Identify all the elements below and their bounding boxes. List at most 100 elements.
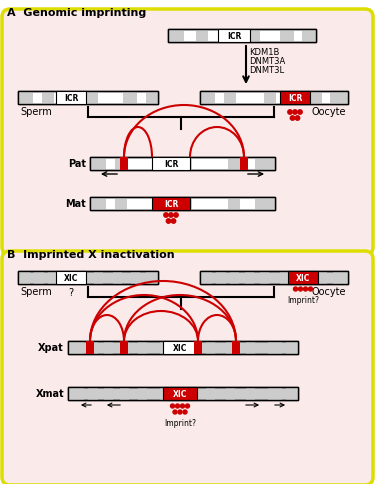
Bar <box>333 272 348 285</box>
Bar <box>206 341 215 354</box>
Text: A  Genomic imprinting: A Genomic imprinting <box>7 8 146 18</box>
Bar <box>264 92 276 105</box>
Bar <box>288 272 318 285</box>
Bar <box>163 341 197 354</box>
Bar <box>200 92 348 105</box>
Text: XIC: XIC <box>173 343 187 352</box>
Bar <box>286 341 298 354</box>
Text: Pat: Pat <box>68 159 86 169</box>
Bar <box>68 341 298 354</box>
Circle shape <box>164 213 168 218</box>
Bar <box>280 272 289 285</box>
Bar <box>200 272 348 285</box>
Bar <box>88 341 98 354</box>
Circle shape <box>303 287 307 291</box>
Text: Xmat: Xmat <box>35 389 64 399</box>
Bar <box>230 272 239 285</box>
Bar <box>300 272 309 285</box>
Bar <box>200 272 212 285</box>
Circle shape <box>290 117 295 121</box>
Bar <box>330 92 348 105</box>
Bar <box>168 30 316 43</box>
Circle shape <box>173 410 177 414</box>
Bar <box>90 197 275 211</box>
Circle shape <box>178 410 182 414</box>
Bar <box>90 158 275 171</box>
Text: DNMT3A: DNMT3A <box>249 57 285 66</box>
Bar <box>115 197 127 211</box>
Bar <box>78 272 87 285</box>
Circle shape <box>298 287 303 291</box>
Circle shape <box>176 404 180 408</box>
Bar <box>138 341 147 354</box>
Bar <box>228 197 240 211</box>
Bar <box>94 272 103 285</box>
Circle shape <box>186 404 189 408</box>
Bar <box>246 387 255 400</box>
Text: ICR: ICR <box>164 199 178 209</box>
Text: B  Imprinted X inactivation: B Imprinted X inactivation <box>7 249 175 259</box>
Bar <box>152 197 190 211</box>
Bar <box>86 92 98 105</box>
Bar <box>18 92 158 105</box>
Circle shape <box>294 287 297 291</box>
Bar <box>226 341 235 354</box>
Bar <box>268 341 282 354</box>
Bar <box>56 92 86 105</box>
Bar <box>131 272 140 285</box>
Bar <box>42 92 54 105</box>
Bar <box>228 158 240 171</box>
Bar <box>268 387 282 400</box>
Bar <box>160 387 169 400</box>
Bar <box>218 30 250 43</box>
Bar <box>200 92 348 105</box>
Bar <box>224 92 236 105</box>
Bar <box>180 158 192 171</box>
Bar <box>68 387 298 400</box>
Text: DNMT3L: DNMT3L <box>249 66 284 75</box>
Text: Sperm: Sperm <box>20 107 52 117</box>
Bar <box>138 387 147 400</box>
Text: ICR: ICR <box>227 32 241 41</box>
Bar <box>280 92 310 105</box>
Bar <box>48 272 57 285</box>
Bar <box>120 387 129 400</box>
Bar <box>232 341 240 354</box>
Bar <box>34 272 44 285</box>
Bar <box>113 272 122 285</box>
Bar <box>120 341 129 354</box>
Bar <box>90 158 106 171</box>
Bar <box>194 341 202 354</box>
Bar <box>196 30 208 43</box>
Text: KDM1B: KDM1B <box>249 48 279 57</box>
Bar <box>68 387 84 400</box>
Bar <box>260 272 269 285</box>
Text: ?: ? <box>68 287 74 297</box>
Bar <box>104 341 113 354</box>
Bar <box>246 341 255 354</box>
Text: Xpat: Xpat <box>38 343 64 353</box>
Bar <box>286 387 298 400</box>
Bar <box>250 30 260 43</box>
Bar <box>318 272 327 285</box>
Bar <box>183 341 192 354</box>
FancyBboxPatch shape <box>2 10 373 256</box>
Circle shape <box>183 410 187 414</box>
Text: ICR: ICR <box>288 94 302 103</box>
Circle shape <box>180 404 184 408</box>
Bar <box>168 30 316 43</box>
Bar <box>123 92 137 105</box>
Bar <box>104 387 113 400</box>
Text: Oocyte: Oocyte <box>312 287 346 296</box>
Bar <box>152 158 190 171</box>
Circle shape <box>288 110 292 115</box>
Text: Imprint?: Imprint? <box>287 295 319 304</box>
Circle shape <box>295 117 300 121</box>
Bar <box>68 341 298 354</box>
Circle shape <box>171 219 176 224</box>
Text: XIC: XIC <box>173 389 187 398</box>
Circle shape <box>169 213 173 218</box>
Bar <box>18 272 30 285</box>
Bar <box>206 387 215 400</box>
Text: ICR: ICR <box>164 160 178 168</box>
